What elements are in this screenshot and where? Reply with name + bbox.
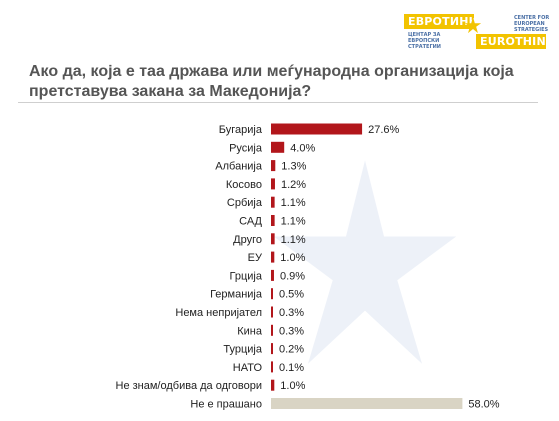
category-label: Русија [229, 142, 263, 154]
value-label: 1.1% [281, 216, 306, 228]
bar [271, 361, 273, 373]
category-label: Нема непријател [175, 307, 262, 319]
value-label: 0.5% [279, 289, 304, 301]
bar [271, 160, 276, 172]
category-label: Албанија [215, 161, 263, 173]
bar [271, 379, 275, 391]
category-label: Не е прашано [190, 399, 262, 411]
value-label: 1.0% [280, 252, 305, 264]
bar [271, 215, 275, 226]
category-label: Кина [237, 325, 263, 337]
value-label: 0.3% [279, 325, 304, 337]
value-label: 58.0% [468, 399, 499, 411]
value-label: 0.1% [279, 362, 304, 374]
bar [271, 141, 285, 153]
value-label: 27.6% [368, 124, 399, 136]
category-label: НАТО [233, 362, 263, 374]
category-label: Друго [233, 234, 262, 246]
category-label: Косово [226, 179, 262, 191]
bar [271, 269, 274, 281]
value-label: 1.0% [280, 380, 305, 392]
chart-question-title: Ако да, која е таа држава или меѓународн… [29, 63, 514, 100]
value-label: 0.9% [280, 270, 305, 282]
category-label: ЕУ [248, 252, 263, 264]
value-label: 1.2% [281, 179, 306, 191]
value-label: 4.0% [290, 142, 315, 154]
category-label: Не знам/одбива да одговори [116, 380, 262, 392]
bar [271, 123, 363, 135]
value-label: 1.3% [281, 161, 306, 173]
bar [271, 233, 275, 245]
bar [271, 398, 463, 409]
logo-top-text: ЕВРОТИНК [404, 14, 478, 29]
logo-star-icon [464, 16, 482, 34]
logo-subtitle-mk: ЦЕНТАР ЗА ЕВРОПСКИ СТРАТЕГИИ [408, 32, 441, 50]
category-label: САД [239, 216, 262, 228]
value-label: 0.3% [279, 307, 304, 319]
category-label: Турција [223, 344, 262, 356]
bar [271, 178, 275, 190]
star-watermark [273, 160, 457, 364]
bar [271, 324, 273, 336]
bar [271, 251, 275, 263]
eurothink-logo: ЕВРОТИНК CENTER FOR EUROPEAN STRATEGIES … [404, 12, 554, 50]
title-divider [18, 102, 538, 103]
bar [271, 288, 273, 300]
category-label: Германија [210, 289, 263, 301]
bar [271, 343, 273, 355]
category-label: Грција [230, 270, 263, 282]
bar [271, 196, 275, 208]
logo-subtitle-en: CENTER FOR EUROPEAN STRATEGIES [514, 15, 550, 33]
value-label: 1.1% [281, 234, 306, 246]
value-label: 0.2% [279, 344, 304, 356]
category-label: Бугарија [219, 124, 263, 136]
logo-bottom-text: EUROTHINK [476, 34, 554, 49]
category-label: Србија [227, 197, 263, 209]
bar [271, 306, 273, 318]
value-label: 1.1% [281, 197, 306, 209]
